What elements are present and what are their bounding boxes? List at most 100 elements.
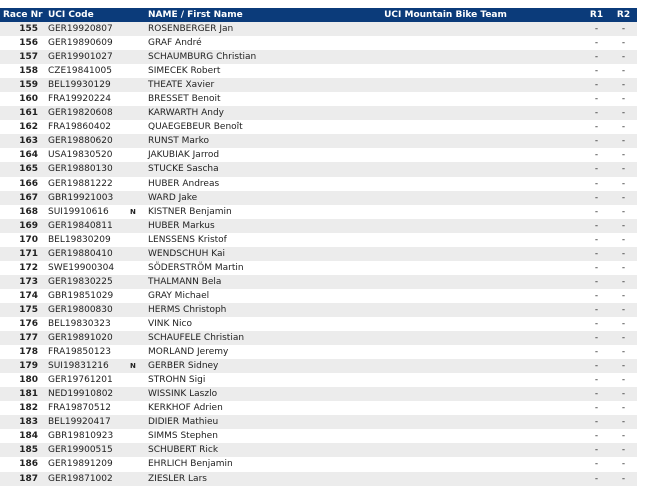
cell-r2: - <box>610 218 637 233</box>
cell-rider-name: STUCKE Sascha <box>148 162 308 177</box>
table-row: 163 GER19880620 RUNST Marko - - <box>0 134 637 149</box>
header-uci-code[interactable]: UCI Code <box>48 8 130 22</box>
cell-race-nr: 176 <box>19 319 38 329</box>
cell-race-nr: 179 <box>0 359 48 374</box>
table-row: 185 GER19900515 SCHUBERT Rick - - <box>0 443 637 458</box>
table-row: 186 GER19891209 EHRLICH Benjamin - - <box>0 457 637 471</box>
cell-team <box>308 162 583 177</box>
cell-race-nr: 166 <box>19 178 38 189</box>
cell-team <box>308 148 583 162</box>
table-row: 162 FRA19860402 QUAEGEBEUR Benoît - - <box>0 120 637 134</box>
cell-r2: - <box>610 78 637 93</box>
cell-uci-code: BEL19920417 <box>48 415 130 430</box>
cell-flag <box>130 415 148 430</box>
cell-race-nr: 186 <box>19 459 38 470</box>
cell-rider-name: THALMANN Bela <box>148 274 308 289</box>
table-row: 169 GER19840811 HUBER Markus - - <box>0 218 637 233</box>
cell-flag <box>130 302 148 317</box>
cell-rider-name: VINK Nico <box>148 319 192 329</box>
cell-uci-code: GER19920807 <box>48 22 130 37</box>
cell-team <box>308 415 583 430</box>
cell-uci-code: GER19890609 <box>48 38 113 49</box>
cell-team <box>308 289 583 303</box>
cell-r1: - <box>594 150 599 161</box>
cell-rider-name: MORLAND Jeremy <box>148 347 229 358</box>
cell-race-nr: 163 <box>0 134 48 149</box>
cell-r1: - <box>583 415 610 430</box>
cell-race-nr: 182 <box>19 403 38 414</box>
cell-r1: - <box>594 290 599 301</box>
cell-flag <box>130 387 148 402</box>
table-row: 167 GBR19921003 WARD Jake - - <box>0 190 637 205</box>
cell-rider-name: KARWARTH Andy <box>148 106 308 121</box>
header-r2[interactable]: R2 <box>610 8 637 22</box>
cell-r2: - <box>621 375 626 386</box>
cell-flag <box>130 78 148 93</box>
table-row: 171 GER19880410 WENDSCHUH Kai - - <box>0 246 637 261</box>
header-race-nr[interactable]: Race Nr <box>0 8 48 22</box>
cell-team <box>308 134 583 149</box>
cell-uci-code: FRA19920224 <box>48 94 112 105</box>
header-team[interactable]: UCI Mountain Bike Team <box>308 8 583 22</box>
cell-uci-code: GER19880410 <box>48 246 130 261</box>
cell-team <box>308 387 583 402</box>
cell-uci-code: GER19891209 <box>48 459 113 470</box>
cell-rider-name: ROSENBERGER Jan <box>148 22 308 37</box>
cell-r2: - <box>610 50 637 65</box>
cell-flag <box>130 190 148 205</box>
cell-uci-code: GER19871002 <box>48 471 130 486</box>
cell-flag <box>130 345 148 359</box>
cell-team <box>308 106 583 121</box>
cell-flag <box>130 289 148 303</box>
cell-uci-code: USA19830520 <box>48 150 113 161</box>
cell-rider-name: WISSINK Laszlo <box>148 387 308 402</box>
cell-race-nr: 178 <box>19 347 38 358</box>
cell-r2: - <box>610 162 637 177</box>
header-name[interactable]: NAME / First Name <box>148 8 308 22</box>
cell-uci-code: GER19830225 <box>48 274 130 289</box>
cell-uci-code: GER19761201 <box>48 375 113 386</box>
cell-r1: - <box>583 22 610 37</box>
cell-team <box>308 429 583 443</box>
cell-race-nr: 180 <box>19 375 38 386</box>
cell-team <box>308 120 583 134</box>
cell-flag <box>130 471 148 486</box>
table-row: 181 NED19910802 WISSINK Laszlo - - <box>0 387 637 402</box>
cell-uci-code: GBR19921003 <box>48 190 130 205</box>
cell-r1: - <box>594 178 599 189</box>
cell-race-nr: 158 <box>19 66 38 77</box>
cell-race-nr: 181 <box>0 387 48 402</box>
cell-flag <box>130 92 148 106</box>
cell-race-nr: 169 <box>0 218 48 233</box>
cell-r2: - <box>621 122 626 133</box>
cell-flag <box>130 331 148 346</box>
cell-r1: - <box>583 78 610 93</box>
table-row: 180 GER19761201 STROHN Sigi - - <box>0 373 637 387</box>
cell-rider-name: GRAF André <box>148 38 202 49</box>
cell-team <box>308 64 583 78</box>
cell-rider-name: LENSSENS Kristof <box>148 234 227 245</box>
cell-uci-code: NED19910802 <box>48 387 130 402</box>
cell-team <box>308 50 583 65</box>
cell-r2: - <box>610 331 637 346</box>
cell-flag <box>130 274 148 289</box>
header-r1[interactable]: R1 <box>583 8 610 22</box>
cell-uci-code: CZE19841005 <box>48 66 112 77</box>
cell-rider-name: GERBER Sidney <box>148 359 308 374</box>
cell-race-nr: 155 <box>0 22 48 37</box>
table-row: 174 GBR19851029 GRAY Michael - - <box>0 289 637 303</box>
cell-r2: - <box>621 403 626 414</box>
cell-rider-name: KERKHOF Adrien <box>148 403 223 414</box>
cell-rider-name: ZIESLER Lars <box>148 471 308 486</box>
cell-team <box>308 401 583 415</box>
cell-r1: - <box>583 106 610 121</box>
table-row: 164 USA19830520 JAKUBIAK Jarrod - - <box>0 148 637 162</box>
cell-uci-code: SWE19900304 <box>48 262 115 273</box>
cell-flag <box>130 317 148 331</box>
cell-uci-code: GER19800830 <box>48 302 130 317</box>
cell-flag <box>130 134 148 149</box>
table-body: 155 GER19920807 ROSENBERGER Jan - -156 GER198… <box>0 22 637 486</box>
table-row: 168 SUI19910616 N KISTNER Benjamin - - <box>0 205 637 219</box>
cell-r1: - <box>583 331 610 346</box>
cell-team <box>308 177 583 191</box>
